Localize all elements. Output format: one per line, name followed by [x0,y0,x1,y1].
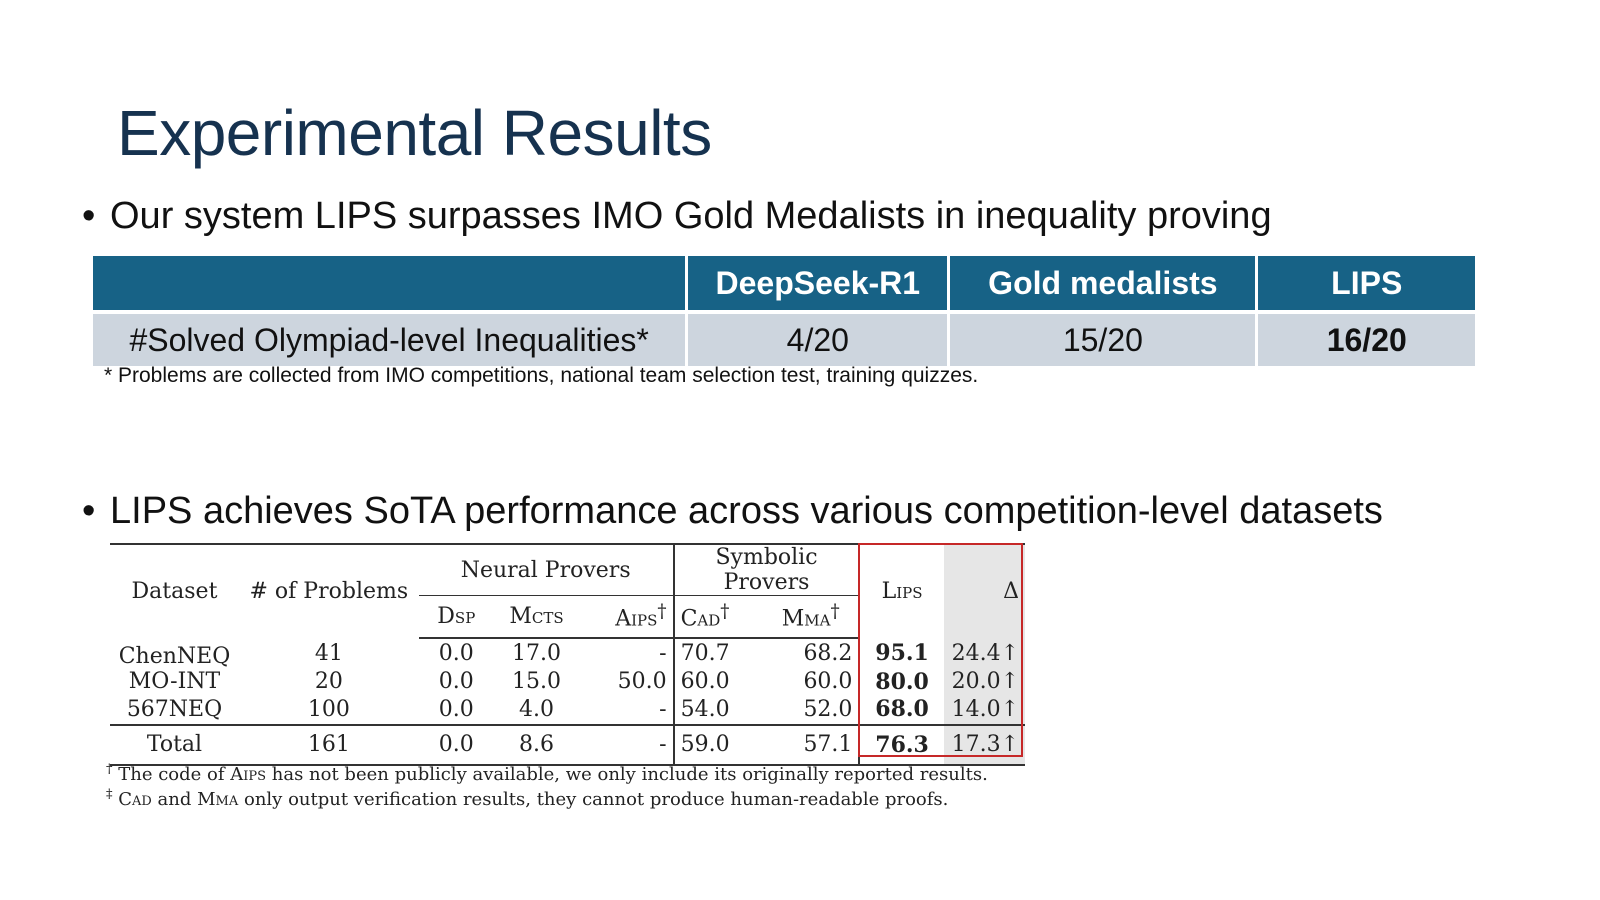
row-lips: 68.0 [859,694,944,726]
bullet-1-text: Our system LIPS surpasses IMO Gold Medal… [110,195,1272,237]
results-header-row-1: Dataset # of Problems Neural Provers Sym… [110,544,1025,638]
table1-note: * Problems are collected from IMO compet… [104,364,979,387]
total-dsp: 0.0 [418,724,494,766]
footnote-2-mark: ‡ [106,787,113,802]
header-gold-medalists: Gold medalists [947,256,1256,310]
total-delta: 17.3↑ [943,724,1025,766]
gold-medalists-value: 15/20 [947,310,1256,366]
row-aips: 50.0 [579,668,675,695]
col-aips: Aips† [579,595,675,639]
total-lips: 76.3 [859,724,944,766]
bullet-dot: • [82,195,96,237]
col-mma: Mma† [762,595,861,639]
total-problems: 161 [238,724,419,766]
footnote-1-text-a: The code of [118,764,231,785]
row-mma: 68.2 [762,637,861,669]
row-dsp: 0.0 [438,669,474,694]
col-cad-label: Cad [680,606,721,632]
row-mcts: 15.0 [512,669,561,694]
row-delta: 14.0↑ [943,694,1025,726]
total-aips: - [579,724,675,766]
footnote-1: † The code of Aips has not been publicly… [106,762,988,785]
total-mma: 57.1 [762,724,861,766]
row-cad: 60.0 [680,669,730,694]
row-dataset: ChenNEQ [118,643,231,669]
col-problems: # of Problems [249,578,409,604]
col-cad: Cad† [673,595,763,639]
row-mcts: 4.0 [493,694,580,726]
results-row: 567NEQ 100 0.0 4.0 - 54.0 52.0 68.0 14.0… [110,694,1025,726]
header-lips: LIPS [1255,256,1475,310]
row-mma: 52.0 [762,694,861,726]
dagger-mark: † [830,601,840,623]
comparison-header-row: DeepSeek-R1 Gold medalists LIPS [93,256,1475,310]
group-symbolic-provers: Symbolic Provers [673,544,861,596]
row-cad: 54.0 [673,694,763,726]
row-aips: - [579,637,675,669]
footnote-2-text-d: only output verification results, they c… [238,789,949,810]
footnote-2-text-b: and [151,789,198,810]
row-dataset: 567NEQ [110,694,239,726]
footnote-2-mma: Mma [197,789,239,810]
col-lips: Lips [881,578,923,604]
total-mcts: 8.6 [493,724,580,766]
row-label: #Solved Olympiad-level Inequalities* [93,310,686,366]
col-aips-label: Aips [615,606,658,632]
total-cad: 59.0 [673,724,763,766]
row-dataset: MO-INT [128,669,221,694]
total-dataset: Total [110,724,239,766]
row-delta: 20.0↑ [943,668,1025,695]
slide-title: Experimental Results [117,97,712,169]
row-dsp: 0.0 [418,694,494,726]
dagger-mark: † [720,601,730,623]
comparison-table: DeepSeek-R1 Gold medalists LIPS #Solved … [93,256,1475,366]
lips-value: 16/20 [1255,310,1475,366]
bullet-1: • Our system LIPS surpasses IMO Gold Meda… [82,195,1272,238]
row-problems: 100 [238,694,419,726]
footnote-2-cad: Cad [118,789,152,810]
row-lips: 80.0 [875,668,929,695]
bullet-2-text: LIPS achieves SoTA performance across va… [110,490,1383,532]
footnote-1-aips: Aips [230,764,267,785]
results-table: Dataset # of Problems Neural Provers Sym… [110,543,1025,766]
row-problems: 20 [314,669,343,694]
col-delta: Δ [943,544,1025,638]
dagger-mark: † [657,601,667,623]
col-mcts: Mcts [493,595,580,639]
results-row: ChenNEQ 41 0.0 17.0 - 70.7 68.2 95.1 24.… [110,637,1025,669]
row-mcts: 17.0 [512,641,561,666]
row-dsp: 0.0 [438,641,474,666]
header-empty [93,256,686,310]
footnote-2: ‡ Cad and Mma only output verification r… [106,787,948,810]
row-aips: - [579,694,675,726]
row-delta: 24.4↑ [943,637,1025,669]
comparison-data-row: #Solved Olympiad-level Inequalities* 4/2… [93,310,1475,366]
bullet-dot: • [82,490,96,532]
header-deepseek: DeepSeek-R1 [685,256,948,310]
results-total-row: Total 161 0.0 8.6 - 59.0 57.1 76.3 17.3↑ [110,724,1025,766]
deepseek-value: 4/20 [685,310,948,366]
row-cad: 70.7 [680,641,730,666]
results-header-row-2: Dsp Mcts Aips† Cad† Mma† [110,595,1025,639]
row-problems: 41 [314,640,343,666]
row-lips: 95.1 [875,640,929,666]
results-table-figure: Dataset # of Problems Neural Provers Sym… [110,543,1025,766]
footnote-1-text-c: has not been publicly available, we only… [266,764,988,785]
group-neural-provers: Neural Provers [418,544,675,596]
results-row: MO-INT 20 0.0 15.0 50.0 60.0 60.0 80.0 2… [110,668,1025,695]
footnote-1-mark: † [106,762,113,777]
col-dataset: Dataset [131,578,218,604]
col-mma-label: Mma [781,606,831,632]
bullet-2: • LIPS achieves SoTA performance across v… [82,490,1383,533]
row-mma: 60.0 [762,668,861,695]
col-dsp: Dsp [418,595,494,639]
